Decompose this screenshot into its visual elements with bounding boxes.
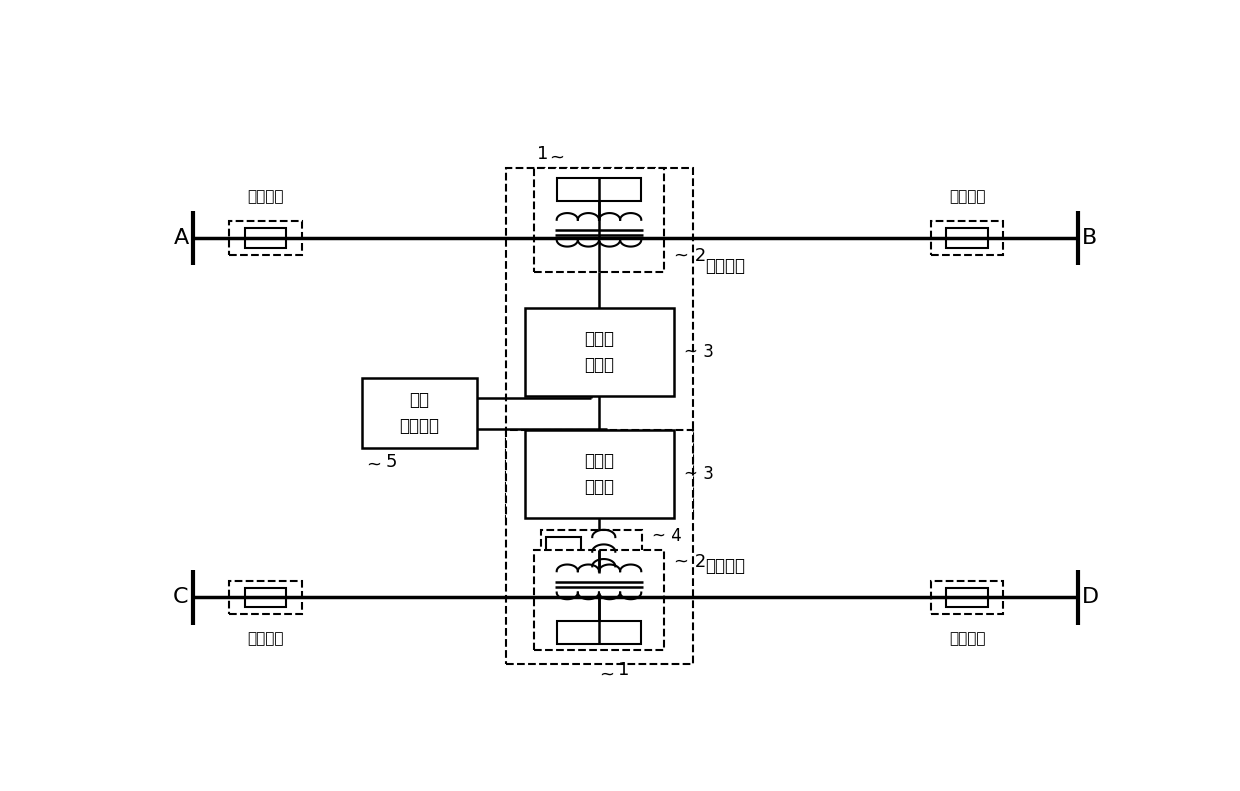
Bar xyxy=(557,178,641,201)
Bar xyxy=(542,531,642,573)
Text: 1: 1 xyxy=(537,145,549,163)
Text: 电压源
换流器: 电压源 换流器 xyxy=(584,330,615,374)
Bar xyxy=(229,581,301,614)
Text: ~ 4: ~ 4 xyxy=(652,528,682,545)
Text: 直流
储能单元: 直流 储能单元 xyxy=(399,391,439,435)
Text: ~ 3: ~ 3 xyxy=(683,465,713,483)
Text: 1: 1 xyxy=(619,661,630,679)
Bar xyxy=(557,621,641,644)
Text: C: C xyxy=(174,588,188,607)
Bar xyxy=(946,588,988,607)
Bar xyxy=(362,378,477,448)
Bar xyxy=(244,229,286,248)
Bar xyxy=(931,581,1003,614)
Text: ～第一组: ～第一组 xyxy=(704,257,745,275)
Bar xyxy=(525,308,675,396)
Bar xyxy=(229,221,301,255)
Text: ~ 3: ~ 3 xyxy=(683,343,713,361)
Bar xyxy=(533,168,665,271)
Text: ～第二组: ～第二组 xyxy=(704,557,745,575)
Text: 线路开关: 线路开关 xyxy=(247,631,284,646)
Bar xyxy=(506,430,693,664)
Text: A: A xyxy=(174,228,188,248)
Text: 线路开关: 线路开关 xyxy=(949,631,986,646)
Text: D: D xyxy=(1083,588,1100,607)
Text: ~: ~ xyxy=(599,665,614,683)
Bar xyxy=(244,588,286,607)
Text: 5: 5 xyxy=(386,453,397,471)
Bar xyxy=(931,221,1003,255)
Text: 电压源
换流器: 电压源 换流器 xyxy=(584,452,615,496)
Text: ~ 2: ~ 2 xyxy=(675,248,707,265)
Text: ~ 2: ~ 2 xyxy=(675,553,707,571)
Bar xyxy=(533,550,665,650)
Text: 线路开关: 线路开关 xyxy=(247,189,284,204)
Bar xyxy=(946,229,988,248)
Text: ~: ~ xyxy=(367,456,382,474)
Text: B: B xyxy=(1083,228,1097,248)
Text: ~: ~ xyxy=(549,148,564,166)
Bar xyxy=(506,168,693,518)
Bar xyxy=(525,430,675,518)
Text: 线路开关: 线路开关 xyxy=(949,189,986,204)
Bar xyxy=(546,537,582,566)
